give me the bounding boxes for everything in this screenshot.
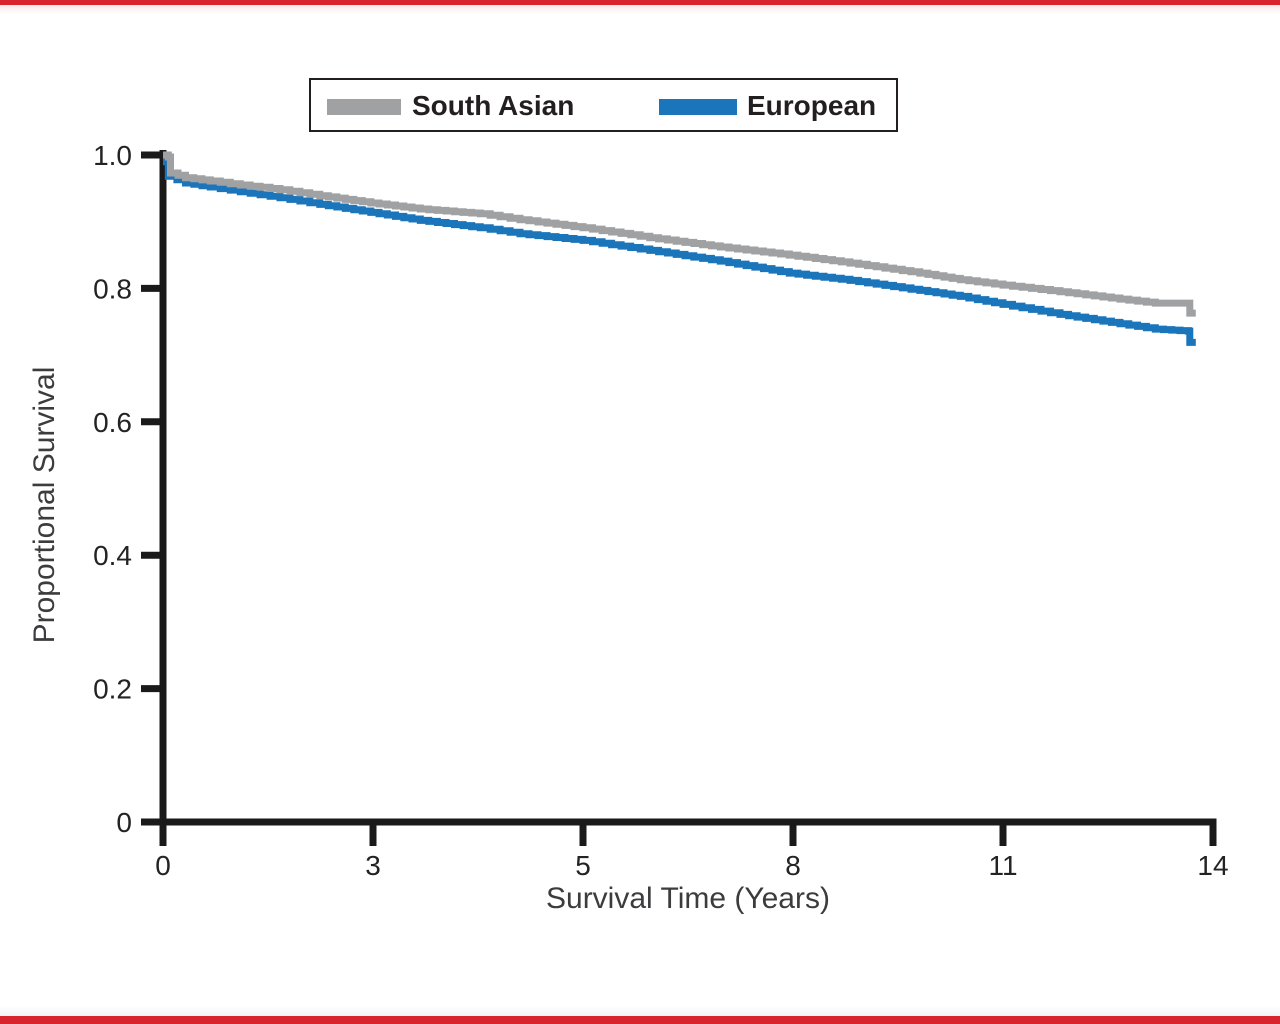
y-tick-label: 0.6 xyxy=(93,407,132,438)
x-tick-label: 14 xyxy=(1197,850,1228,881)
x-tick-label: 8 xyxy=(785,850,801,881)
y-tick-label: 0.4 xyxy=(93,540,132,571)
y-tick-label: 1.0 xyxy=(93,140,132,171)
survival-curve-european xyxy=(163,158,1196,346)
x-tick-label: 11 xyxy=(988,850,1017,881)
legend-label-european: European xyxy=(747,90,877,121)
y-tick-label: 0.2 xyxy=(93,674,132,705)
european-line-swatch-icon xyxy=(659,99,737,115)
y-axis-title-text: Proportional Survival xyxy=(28,366,61,644)
legend: South Asian European xyxy=(309,78,898,132)
bottom-red-border xyxy=(0,1016,1280,1024)
survival-curve-south-asian xyxy=(163,151,1196,317)
x-tick-label: 0 xyxy=(155,850,171,881)
legend-label-south-asian: South Asian xyxy=(412,90,575,121)
y-tick-label: 0 xyxy=(116,807,132,838)
x-tick-label: 3 xyxy=(365,850,381,881)
x-tick-label: 5 xyxy=(575,850,591,881)
y-tick-label: 0.8 xyxy=(93,273,132,304)
x-axis-title: Survival Time (Years) xyxy=(546,882,830,915)
top-red-border xyxy=(0,0,1280,5)
south-asian-line-swatch-icon xyxy=(327,99,401,115)
top-border-fade xyxy=(0,5,1280,14)
bottom-border-fade xyxy=(0,1006,1280,1016)
